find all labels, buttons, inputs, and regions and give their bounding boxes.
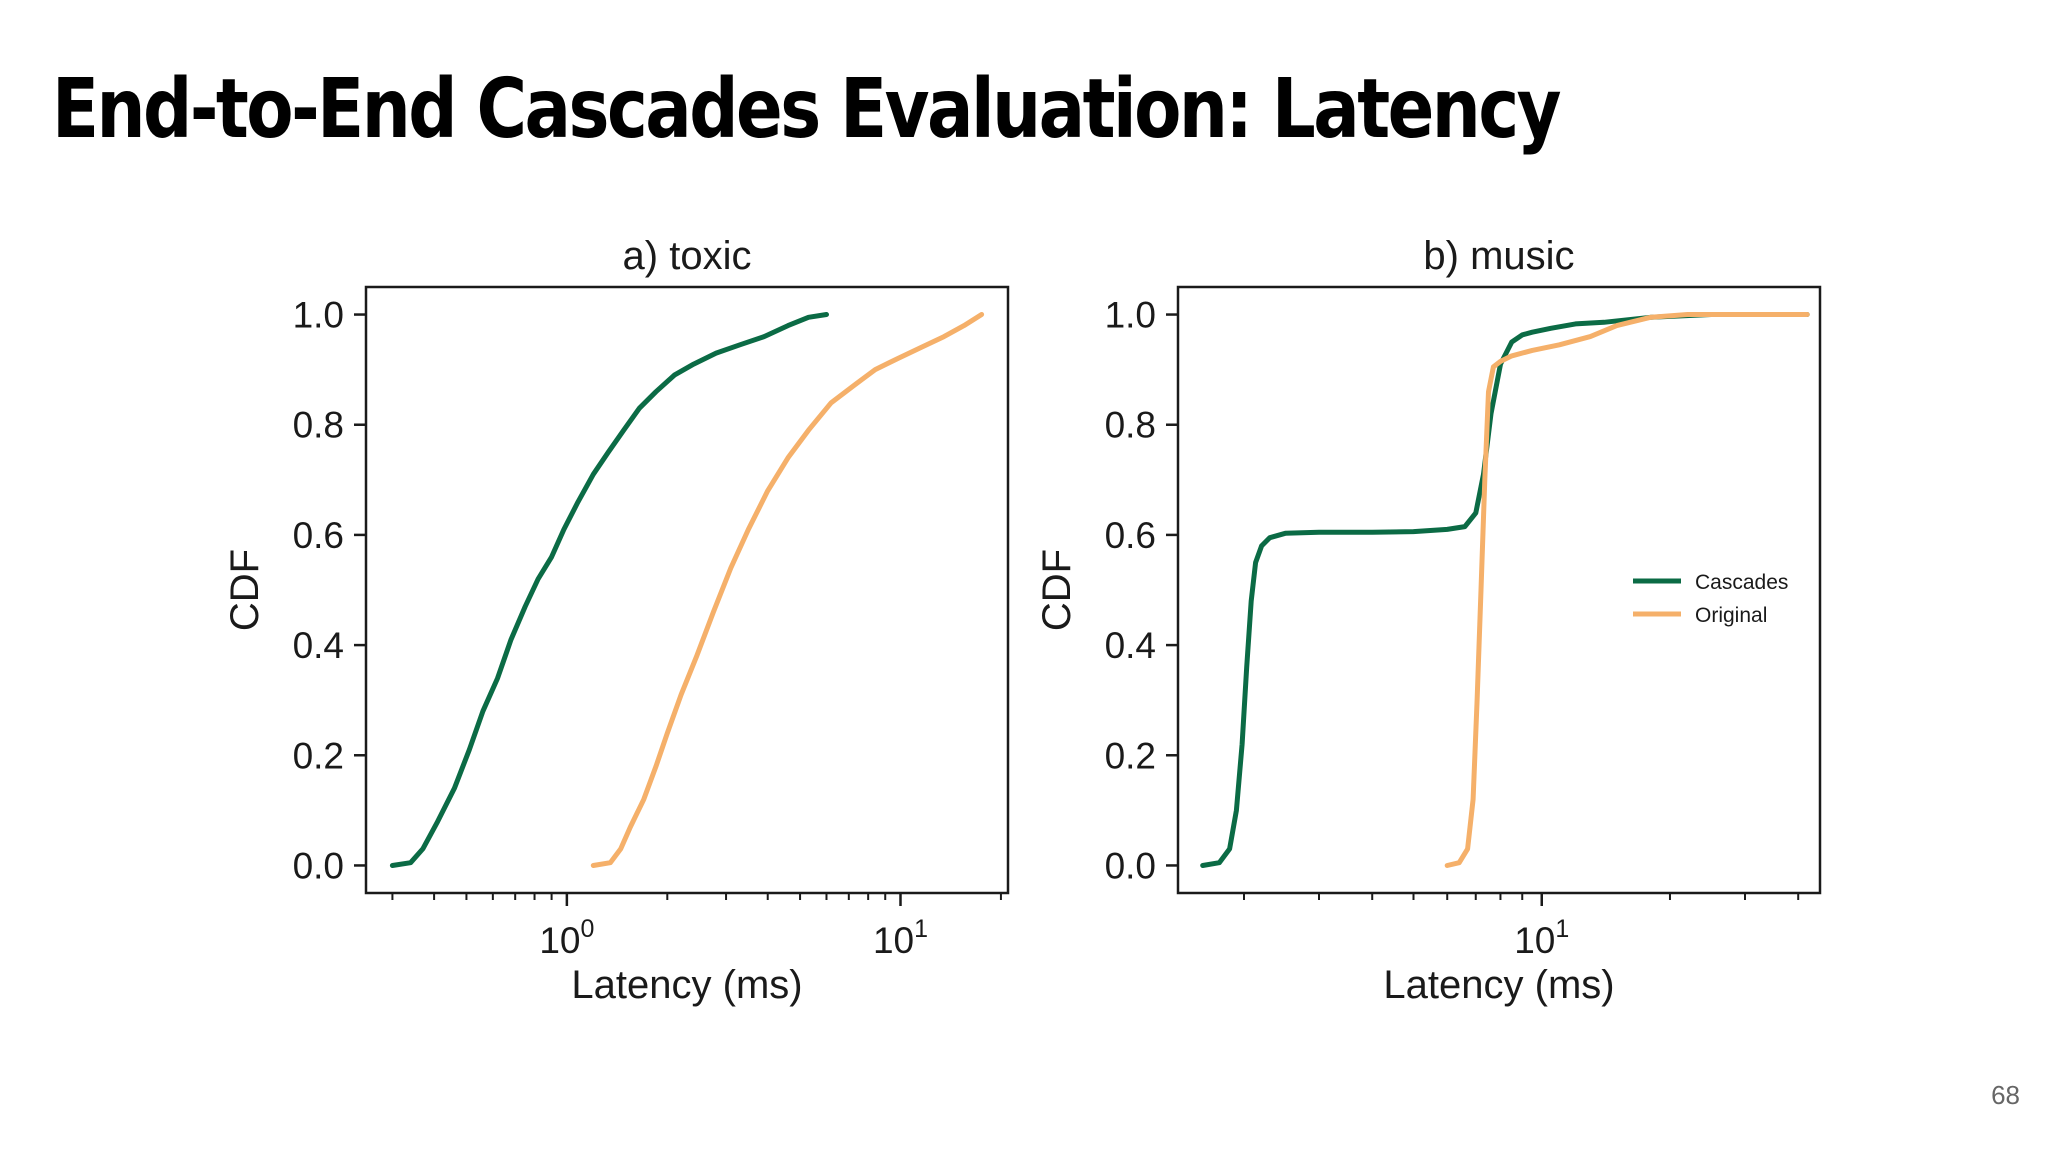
- x-axis-title: Latency (ms): [1383, 963, 1614, 1007]
- y-tick-label: 0.8: [293, 405, 344, 446]
- y-tick-label: 0.0: [1105, 845, 1156, 886]
- x-tick-label: 101: [873, 915, 928, 961]
- panel-title: b) music: [1423, 234, 1574, 278]
- series-line-cascades: [1200, 312, 1810, 868]
- y-tick-label: 0.6: [1105, 515, 1156, 556]
- plot-frame: [1176, 285, 1822, 895]
- panel-toxic: a) toxic 0.0 0.2 0.4 0.6 0.8 1.0 100 101 Latency …: [223, 234, 1010, 1007]
- y-tick-label: 1.0: [1105, 295, 1156, 336]
- y-tick-label: 0.4: [293, 625, 344, 666]
- panel-title: a) toxic: [623, 234, 752, 278]
- y-tick-label: 0.8: [1105, 405, 1156, 446]
- page-number: 68: [1991, 1080, 2020, 1110]
- y-tick-label: 0.4: [1105, 625, 1156, 666]
- legend-label: Original: [1695, 604, 1767, 627]
- plot-frame: [364, 285, 1010, 895]
- y-tick-label: 0.2: [1105, 735, 1156, 776]
- x-tick-label: 100: [539, 915, 594, 961]
- y-tick-label: 1.0: [293, 295, 344, 336]
- legend-label: Cascades: [1695, 571, 1788, 594]
- series-line: [590, 312, 985, 868]
- slide-title: End-to-End Cascades Evaluation: Latency: [52, 62, 1562, 157]
- y-tick-label: 0.0: [293, 845, 344, 886]
- y-axis-title: CDF: [1035, 549, 1079, 631]
- x-tick-label: 101: [1514, 915, 1569, 961]
- y-axis-title: CDF: [223, 549, 267, 631]
- y-tick-label: 0.2: [293, 735, 344, 776]
- series-line-original: [1444, 312, 1810, 868]
- y-tick-label: 0.6: [293, 515, 344, 556]
- series-line: [389, 312, 829, 868]
- x-axis-title: Latency (ms): [571, 963, 802, 1007]
